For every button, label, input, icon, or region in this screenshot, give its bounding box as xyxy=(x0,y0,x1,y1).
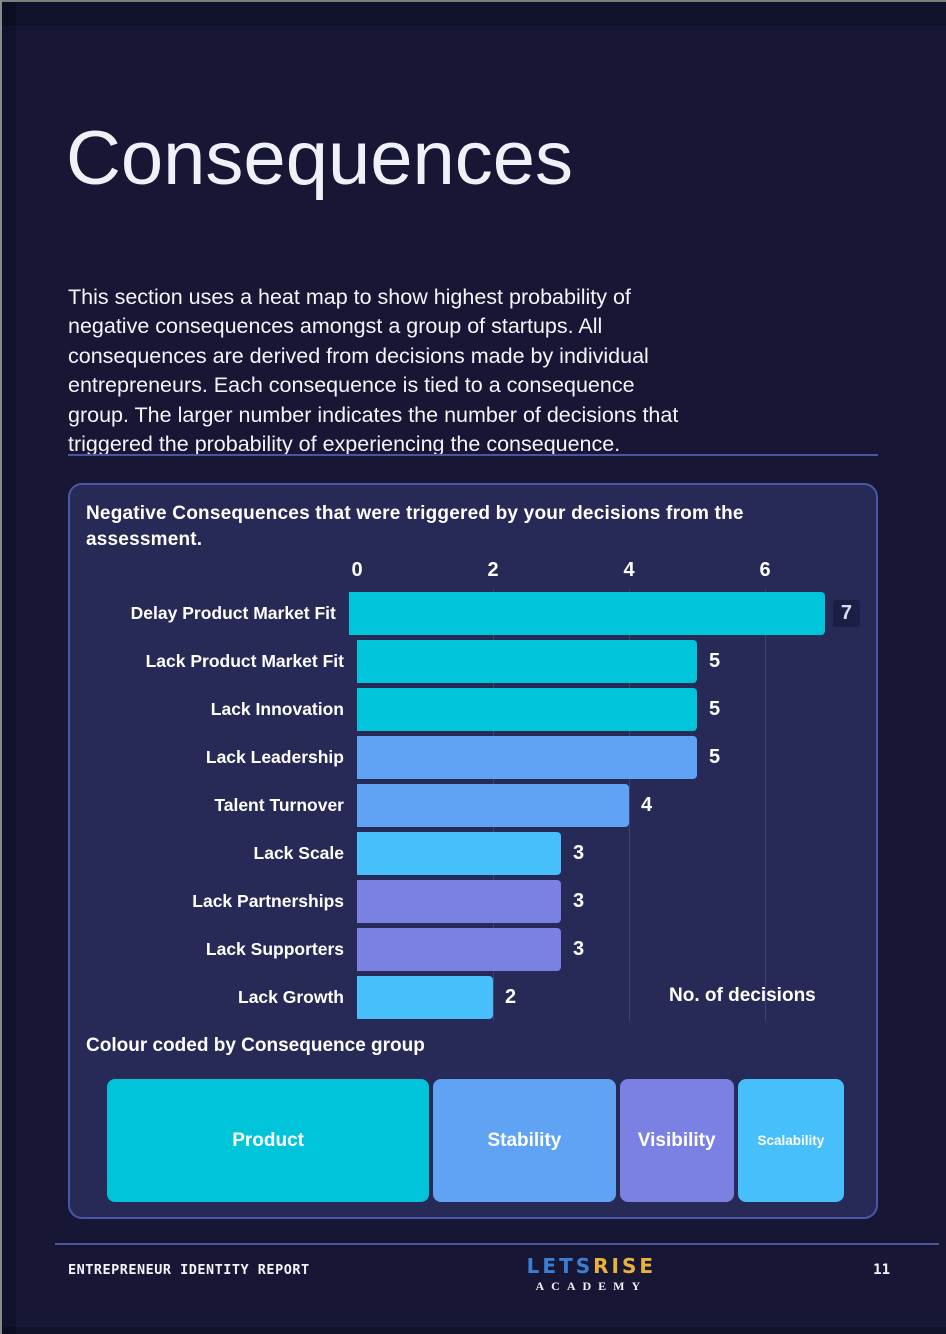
bar-track: 3 xyxy=(357,927,860,971)
bar-category-label: Lack Leadership xyxy=(205,746,344,767)
bar-row: Talent Turnover 4 xyxy=(86,781,860,829)
intro-paragraph: This section uses a heat map to show hig… xyxy=(68,284,679,457)
x-tick-label: 6 xyxy=(759,559,771,581)
legend-box-stability: Stability xyxy=(433,1079,616,1202)
bar-stability xyxy=(357,735,697,779)
x-axis-label: No. of decisions xyxy=(669,985,816,1006)
legend-box-scalability: Scalability xyxy=(737,1079,844,1202)
legend: Product Stability Visibility Scalability xyxy=(107,1079,844,1202)
bar-row: Lack Partnerships 3 xyxy=(86,877,860,925)
legend-box-visibility: Visibility xyxy=(619,1079,734,1202)
bar-track: 4 xyxy=(357,783,860,827)
bar-product xyxy=(348,591,825,635)
logo-lets-text: LETS xyxy=(526,1254,594,1278)
bar-category-label: Lack Growth xyxy=(238,986,344,1007)
bar-category-label: Lack Supporters xyxy=(205,938,344,959)
bar-category-label: Lack Partnerships xyxy=(192,890,344,911)
bar-value: 3 xyxy=(573,937,585,960)
bar-product xyxy=(357,639,697,683)
report-name: ENTREPRENEUR IDENTITY REPORT xyxy=(68,1262,310,1278)
logo-rise-text: RISE xyxy=(593,1254,657,1278)
bar-scalability xyxy=(357,831,561,875)
bar-value: 2 xyxy=(505,985,517,1008)
legend-title: Colour coded by Consequence group xyxy=(86,1035,425,1056)
bar-value: 5 xyxy=(709,697,721,720)
bar-value: 3 xyxy=(573,889,585,912)
window-edge-top xyxy=(0,0,946,26)
bar-value: 4 xyxy=(641,793,653,816)
bar-row: Lack Product Market Fit 5 xyxy=(86,637,860,685)
bar-value: 3 xyxy=(573,841,585,864)
legend-label: Product xyxy=(232,1129,304,1151)
bar-track: 7 xyxy=(348,591,860,635)
bar-track: 3 xyxy=(357,831,860,875)
bar-track: 5 xyxy=(357,687,860,731)
window-edge-left xyxy=(0,0,16,1334)
plot-area: Delay Product Market Fit 7 Lack Product Ma… xyxy=(86,589,860,1021)
bar-row: Lack Supporters 3 xyxy=(86,925,860,973)
bar-stability xyxy=(357,783,629,827)
chart-panel: Negative Consequences that were triggere… xyxy=(68,483,878,1219)
legend-label: Scalability xyxy=(757,1133,825,1148)
page-number: 11 xyxy=(873,1262,890,1278)
x-tick-label: 4 xyxy=(623,559,635,581)
bar-category-label: Lack Innovation xyxy=(210,698,344,719)
top-divider xyxy=(68,454,878,456)
footer: ENTREPRENEUR IDENTITY REPORT LETSRISE AC… xyxy=(0,1256,946,1292)
bar-product xyxy=(357,687,697,731)
bar-value: 5 xyxy=(709,745,721,768)
x-tick-label: 2 xyxy=(487,559,499,581)
bar-chart: 0 2 4 6 Delay Product Market Fit 7 Lack Produ… xyxy=(86,559,860,1021)
bar-row: Lack Growth 2 xyxy=(86,973,860,1021)
bar-scalability xyxy=(357,975,493,1019)
bar-row: Lack Innovation 5 xyxy=(86,685,860,733)
legend-label: Stability xyxy=(487,1129,562,1151)
logo-subtitle: ACADEMY xyxy=(535,1279,648,1293)
bar-row: Lack Leadership 5 xyxy=(86,733,860,781)
bar-track: 5 xyxy=(357,735,860,779)
bar-row: Lack Scale 3 xyxy=(86,829,860,877)
letsrise-academy-logo: LETSRISE ACADEMY xyxy=(527,1256,656,1292)
bar-category-label: Delay Product Market Fit xyxy=(130,602,336,623)
chart-title: Negative Consequences that were triggere… xyxy=(86,503,744,550)
bar-value: 7 xyxy=(832,599,860,627)
footer-divider xyxy=(55,1243,939,1245)
window-border-left xyxy=(0,0,2,1334)
x-tick-label: 0 xyxy=(351,559,363,581)
bar-track: 2 xyxy=(357,975,860,1019)
bar-category-label: Lack Product Market Fit xyxy=(145,650,344,671)
gridline xyxy=(765,589,766,1021)
legend-label: Visibility xyxy=(637,1129,716,1151)
window-edge-bottom xyxy=(0,1327,946,1334)
bar-track: 3 xyxy=(357,879,860,923)
bar-value: 5 xyxy=(709,649,721,672)
bar-visibility xyxy=(357,927,561,971)
x-axis: 0 2 4 6 xyxy=(86,559,860,589)
gridline xyxy=(629,589,630,1021)
bar-category-label: Lack Scale xyxy=(253,842,344,863)
bar-category-label: Talent Turnover xyxy=(214,794,344,815)
legend-box-product: Product xyxy=(107,1079,430,1202)
bar-track: 5 xyxy=(357,639,860,683)
page-title: Consequences xyxy=(66,115,574,201)
bar-visibility xyxy=(357,879,561,923)
bar-rows: Delay Product Market Fit 7 Lack Product Ma… xyxy=(86,589,860,1021)
logo-wordmark: LETSRISE xyxy=(527,1256,656,1276)
bar-row: Delay Product Market Fit 7 xyxy=(86,589,860,637)
window-border-top xyxy=(0,0,946,2)
